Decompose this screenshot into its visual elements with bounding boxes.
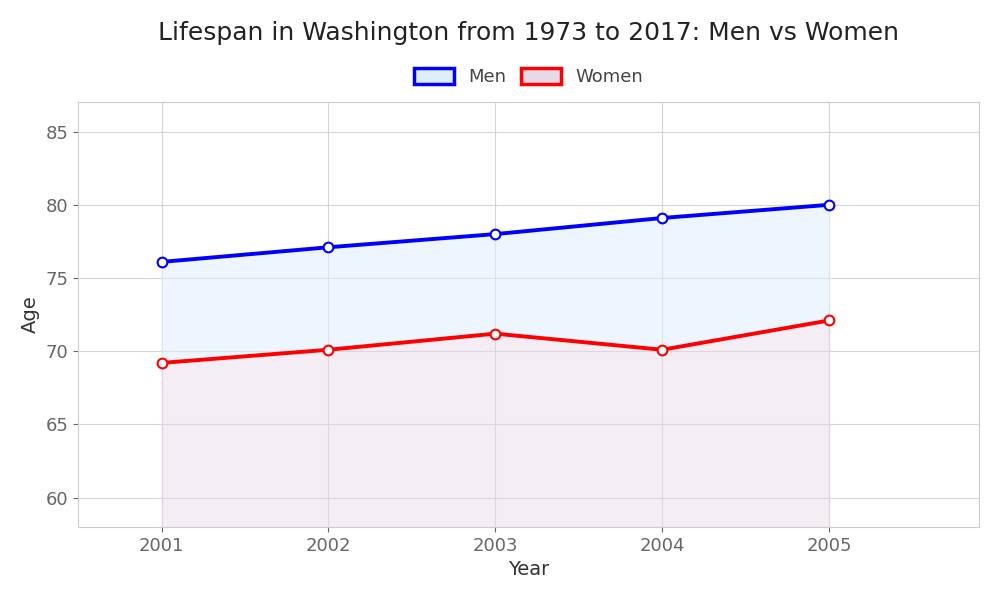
Title: Lifespan in Washington from 1973 to 2017: Men vs Women: Lifespan in Washington from 1973 to 2017… xyxy=(158,21,899,45)
Y-axis label: Age: Age xyxy=(21,296,40,334)
Legend: Men, Women: Men, Women xyxy=(407,61,650,93)
X-axis label: Year: Year xyxy=(508,560,549,579)
